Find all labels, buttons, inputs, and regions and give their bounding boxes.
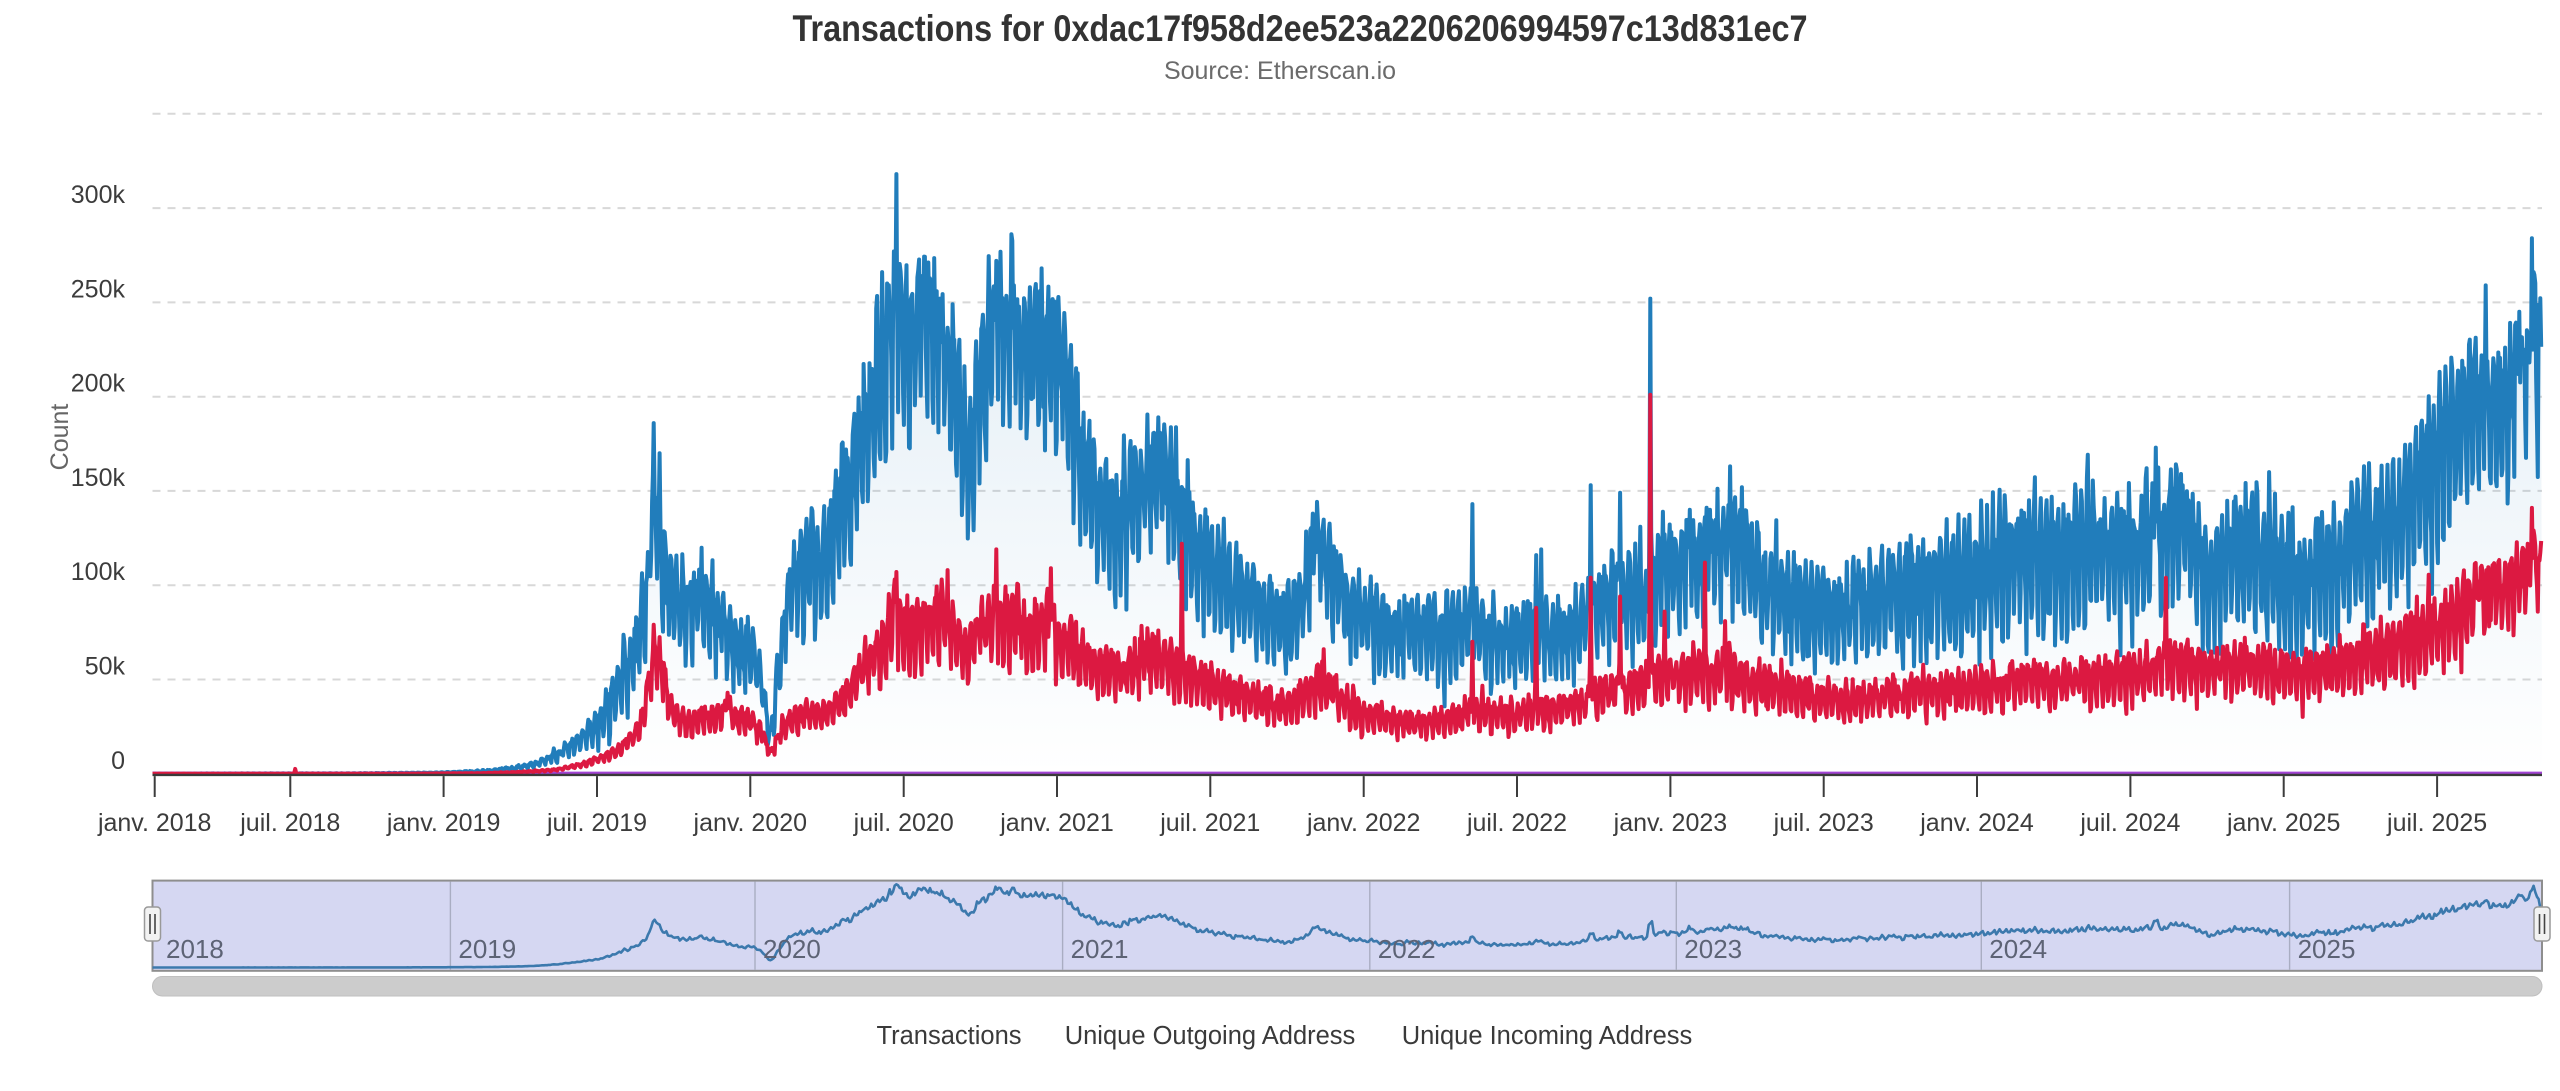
svg-text:Unique Incoming Address: Unique Incoming Address: [1402, 1022, 1693, 1050]
svg-text:juil. 2024: juil. 2024: [2079, 809, 2180, 837]
svg-text:juil. 2020: juil. 2020: [853, 809, 954, 837]
svg-text:juil. 2022: juil. 2022: [1466, 809, 1567, 837]
svg-text:0: 0: [111, 747, 125, 775]
svg-text:200k: 200k: [71, 370, 126, 398]
svg-text:janv. 2024: janv. 2024: [1919, 809, 2034, 837]
svg-text:juil. 2018: juil. 2018: [239, 809, 340, 837]
svg-text:2022: 2022: [1378, 934, 1436, 964]
svg-text:Source: Etherscan.io: Source: Etherscan.io: [1164, 57, 1396, 85]
svg-text:janv. 2019: janv. 2019: [386, 809, 501, 837]
svg-text:juil. 2021: juil. 2021: [1159, 809, 1260, 837]
svg-text:janv. 2022: janv. 2022: [1306, 809, 1421, 837]
svg-text:2019: 2019: [458, 934, 516, 964]
svg-text:janv. 2025: janv. 2025: [2226, 809, 2341, 837]
svg-text:janv. 2021: janv. 2021: [999, 809, 1114, 837]
svg-text:janv. 2023: janv. 2023: [1613, 809, 1728, 837]
svg-text:2021: 2021: [1071, 934, 1129, 964]
svg-text:janv. 2018: janv. 2018: [97, 809, 212, 837]
svg-text:250k: 250k: [71, 275, 126, 303]
svg-text:2020: 2020: [763, 934, 821, 964]
svg-text:juil. 2025: juil. 2025: [2386, 809, 2487, 837]
svg-text:Transactions for 0xdac17f958d2: Transactions for 0xdac17f958d2ee523a2206…: [793, 8, 1808, 49]
svg-text:Unique Outgoing Address: Unique Outgoing Address: [1065, 1022, 1356, 1050]
svg-text:50k: 50k: [85, 653, 126, 681]
svg-text:janv. 2020: janv. 2020: [693, 809, 808, 837]
svg-text:2024: 2024: [1989, 934, 2047, 964]
svg-text:2018: 2018: [166, 934, 224, 964]
svg-text:150k: 150k: [71, 464, 126, 492]
svg-text:Count: Count: [46, 404, 74, 471]
svg-text:juil. 2023: juil. 2023: [1773, 809, 1874, 837]
svg-text:Transactions: Transactions: [876, 1022, 1021, 1050]
svg-text:2023: 2023: [1684, 934, 1742, 964]
svg-text:juil. 2019: juil. 2019: [546, 809, 647, 837]
svg-text:2025: 2025: [2298, 934, 2356, 964]
svg-text:300k: 300k: [71, 181, 126, 209]
svg-text:100k: 100k: [71, 558, 126, 586]
